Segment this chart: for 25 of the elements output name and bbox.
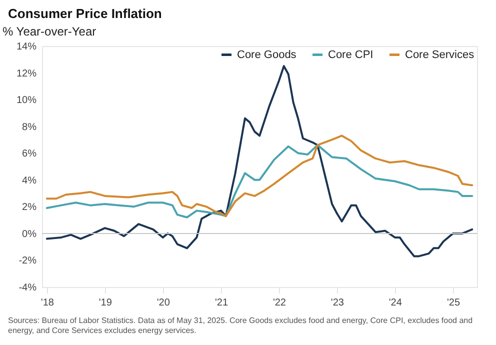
x-tick-label: '18	[40, 298, 54, 308]
x-tick-label: '23	[330, 298, 344, 308]
x-tick-label: '25	[446, 298, 460, 308]
legend-label: Core CPI	[328, 48, 374, 61]
source-note: Sources: Bureau of Labor Statistics. Data as of May 31, 2025. Core Goods excludes food and energy, Core CPI, excludes food and energy, and Core Services excludes energy services.	[8, 316, 474, 336]
y-tick-label: 8%	[22, 122, 37, 133]
y-tick-label: 12%	[16, 68, 37, 80]
chart-title: Consumer Price Inflation	[8, 6, 162, 21]
x-tick-label: '19	[98, 298, 112, 308]
x-tick-label: '24	[388, 298, 402, 308]
y-tick-label: 10%	[16, 95, 37, 106]
x-tick-label: '22	[272, 298, 286, 308]
y-axis-title: % Year-over-Year	[2, 24, 96, 38]
legend-label: Core Services	[405, 48, 475, 61]
y-tick-label: 4%	[22, 175, 37, 186]
x-tick-label: '20	[156, 298, 170, 308]
y-tick-label: 0%	[22, 228, 37, 240]
y-tick-label: -2%	[18, 256, 37, 267]
x-tick-label: '21	[214, 298, 228, 308]
y-tick-label: 2%	[22, 202, 37, 214]
y-tick-label: -4%	[18, 282, 37, 294]
line-series	[46, 65, 474, 258]
y-tick-label: 14%	[16, 42, 37, 52]
legend-label: Core Goods	[237, 48, 297, 61]
y-tick-label: 6%	[22, 148, 37, 160]
